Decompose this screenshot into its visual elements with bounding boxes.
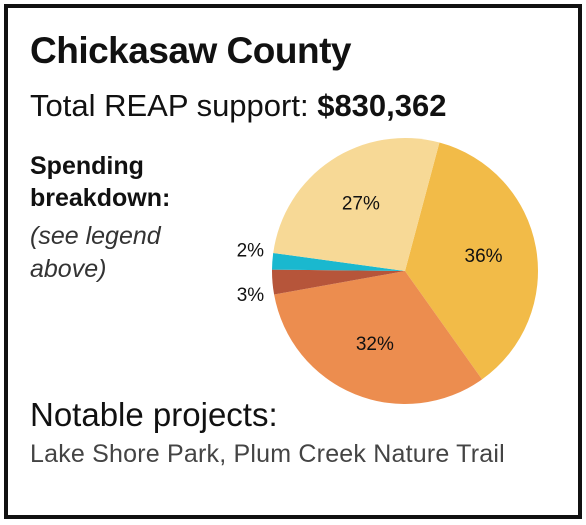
pie-slice [274,271,483,405]
spending-breakdown-label: Spending breakdown: [30,152,171,212]
pie-slice-label: 27% [342,194,380,215]
county-title: Chickasaw County [30,30,351,71]
notable-projects-list: Lake Shore Park, Plum Creek Nature Trail [30,440,505,468]
pie-slice-label: 3% [237,285,265,306]
pie-slice-label: 2% [237,240,265,261]
pie-slice [272,252,405,271]
support-amount: $830,362 [317,88,447,123]
notable-projects-heading: Notable projects: [30,396,278,433]
spending-pie-chart: 36% 32% 3% 2% 27% [237,138,538,405]
pie-slice [272,269,405,295]
pie-slice [405,142,538,380]
pie-slice [273,138,440,271]
total-support: Total REAP support: $830,362 [30,88,447,124]
support-label: Total REAP support: [30,88,318,123]
pie-slice-label: 36% [465,246,503,267]
spending-breakdown-note: (see legend above) [30,222,161,283]
pie-slice-label: 32% [356,334,394,355]
